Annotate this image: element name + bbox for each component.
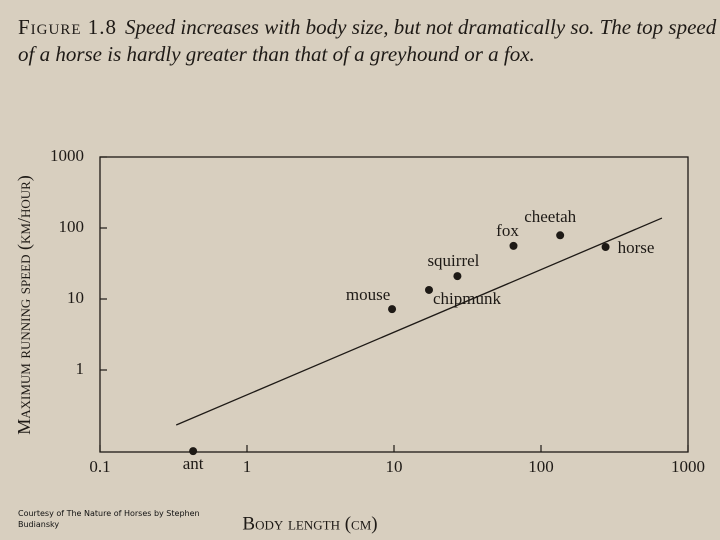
point [509, 241, 518, 250]
caption-text: Speed increases with body size, but not … [18, 15, 717, 66]
point [453, 272, 462, 281]
caption: Figure 1.8 Speed increases with body size… [18, 14, 718, 68]
point-label: squirrel [427, 251, 479, 270]
point-label: mouse [346, 285, 390, 304]
figure-number: Figure 1.8 [18, 15, 118, 39]
credit: Courtesy of The Nature of Horses by Step… [18, 509, 200, 529]
point [388, 305, 397, 314]
y-tick-label: 1 [76, 359, 85, 378]
trend-line [175, 217, 663, 426]
point-label: fox [496, 221, 519, 240]
y-axis-label: Maximum running speed (km/hour) [14, 175, 35, 435]
point [556, 231, 565, 240]
y-tick-label: 100 [59, 217, 85, 236]
point [601, 243, 610, 252]
x-tick-label: 10 [386, 457, 403, 476]
x-tick-label: 100 [528, 457, 554, 476]
point-label: cheetah [524, 207, 576, 226]
y-tick-label: 10 [67, 288, 84, 307]
x-tick-label: 1 [243, 457, 252, 476]
plot-frame [99, 156, 689, 453]
y-tick-label: 1000 [50, 146, 84, 165]
x-tick-label: 1000 [671, 457, 705, 476]
point-label: chipmunk [433, 289, 501, 308]
x-axis-label: Body length (cm) [242, 513, 377, 534]
x-tick-label: 0.1 [89, 457, 110, 476]
point-label: ant [183, 454, 204, 473]
point [424, 285, 433, 294]
point [189, 447, 198, 456]
point-label: horse [618, 238, 655, 257]
